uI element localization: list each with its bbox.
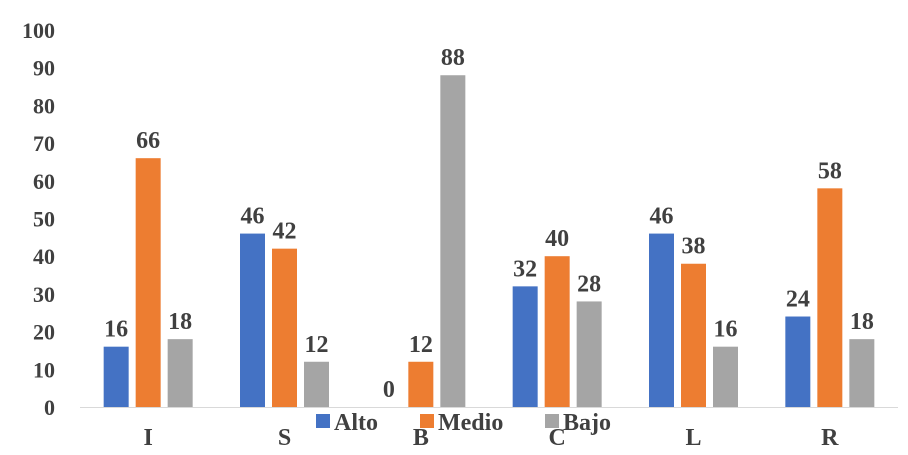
data-label-alto-i: 16 — [104, 317, 128, 343]
data-label-bajo-i: 18 — [168, 309, 192, 335]
x-tick-label: R — [821, 425, 839, 451]
bar-alto-c — [512, 286, 538, 407]
data-labels: 16 66 18 46 42 12 0 12 88 32 40 28 46 38 16 24 58 18 — [104, 45, 874, 403]
data-label-alto-b: 0 — [383, 377, 395, 403]
y-axis: 0 10 20 30 40 50 60 70 80 90 100 — [22, 18, 55, 420]
data-label-bajo-s: 12 — [305, 332, 329, 358]
x-tick-label: S — [278, 425, 291, 451]
data-label-alto-r: 24 — [786, 287, 810, 313]
data-label-medio-c: 40 — [545, 226, 569, 252]
legend-swatch-alto — [316, 414, 330, 428]
legend-label-alto: Alto — [334, 410, 378, 436]
data-label-bajo-l: 16 — [714, 317, 738, 343]
bar-medio-l — [681, 263, 706, 407]
x-tick-label: C — [548, 425, 565, 451]
data-label-medio-r: 58 — [818, 158, 842, 184]
data-label-medio-l: 38 — [682, 234, 706, 260]
y-tick-label: 0 — [44, 395, 55, 420]
data-label-bajo-c: 28 — [577, 271, 601, 297]
data-label-alto-s: 46 — [241, 204, 265, 230]
bar-alto-s — [240, 233, 265, 407]
bar-alto-r — [785, 316, 811, 407]
legend: Alto Medio Bajo — [316, 410, 611, 436]
bar-bajo-s — [304, 361, 329, 407]
y-tick-label: 90 — [33, 56, 55, 81]
bar-bajo-b — [440, 75, 466, 408]
data-label-medio-b: 12 — [409, 332, 433, 358]
legend-label-medio: Medio — [438, 410, 503, 436]
bar-medio-r — [817, 188, 843, 407]
bar-bajo-i — [167, 339, 193, 407]
legend-swatch-bajo — [545, 414, 559, 428]
bar-bajo-c — [576, 301, 602, 407]
data-label-medio-i: 66 — [136, 128, 160, 154]
bar-medio-b — [408, 361, 434, 407]
bar-bajo-l — [713, 346, 738, 407]
data-label-alto-l: 46 — [650, 204, 674, 230]
bar-medio-s — [272, 248, 297, 407]
y-tick-label: 100 — [22, 18, 55, 43]
bar-medio-c — [544, 256, 570, 407]
data-label-bajo-r: 18 — [850, 309, 874, 335]
y-tick-label: 40 — [33, 244, 55, 269]
bar-bajo-r — [849, 339, 875, 407]
data-label-bajo-b: 88 — [441, 45, 465, 71]
data-label-medio-s: 42 — [273, 219, 297, 245]
y-tick-label: 20 — [33, 320, 55, 345]
x-tick-label: I — [143, 425, 152, 451]
y-tick-label: 70 — [33, 131, 55, 156]
legend-label-bajo: Bajo — [563, 410, 611, 436]
bar-alto-l — [649, 233, 674, 407]
data-label-alto-c: 32 — [513, 256, 537, 282]
y-tick-label: 80 — [33, 93, 55, 118]
y-tick-label: 10 — [33, 357, 55, 382]
x-tick-label: B — [413, 425, 429, 451]
y-tick-label: 50 — [33, 207, 55, 232]
bar-medio-i — [135, 158, 161, 407]
bars — [103, 75, 875, 408]
bar-alto-i — [103, 346, 129, 407]
y-tick-label: 30 — [33, 282, 55, 307]
x-tick-label: L — [685, 425, 701, 451]
y-tick-label: 60 — [33, 169, 55, 194]
legend-swatch-medio — [420, 414, 434, 428]
